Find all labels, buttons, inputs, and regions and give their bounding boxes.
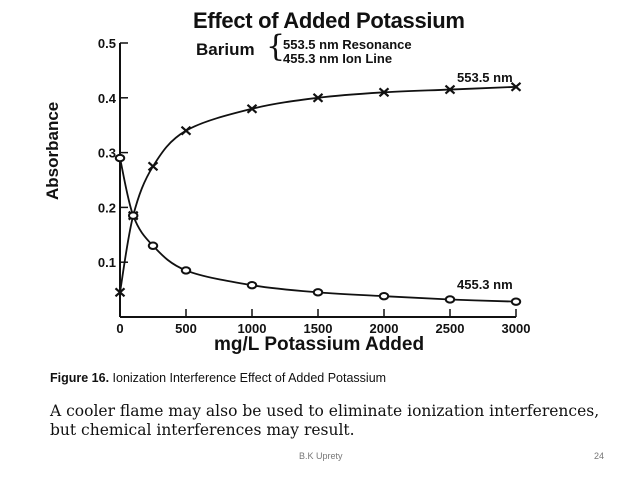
x-marker-stroke (147, 161, 159, 172)
y-tick-label: 0.5 (98, 36, 116, 51)
chart-curves (119, 85, 517, 303)
o-marker (378, 291, 390, 301)
x-tick-label: 1000 (238, 321, 267, 336)
figure-caption-label: Figure 16. (50, 371, 110, 385)
x-tick-label: 500 (175, 321, 197, 336)
x-marker (378, 87, 390, 98)
legend-line-ion: 455.3 nm Ion Line (283, 51, 393, 66)
x-tick-label: 2000 (370, 321, 399, 336)
o-marker (312, 288, 324, 297)
y-tick-label: 0.3 (98, 146, 116, 161)
legend-element-name: Barium (196, 40, 255, 59)
x-marker (147, 161, 159, 172)
x-marker-stroke (114, 287, 126, 298)
body-text: A cooler flame may also be used to elimi… (50, 402, 600, 439)
y-tick-label: 0.2 (98, 200, 116, 215)
series-label-553: 553.5 nm (457, 70, 513, 85)
x-marker (312, 92, 324, 103)
x-marker (510, 82, 522, 92)
o-marker (147, 241, 159, 250)
chart-title: Effect of Added Potassium (193, 8, 465, 33)
y-tick-label: 0.1 (98, 255, 116, 270)
legend-line-resonance: 553.5 nm Resonance (283, 37, 412, 52)
x-marker-stroke (510, 82, 522, 92)
y-tick-label: 0.4 (98, 91, 117, 106)
o-marker (510, 297, 522, 306)
chart-markers (114, 82, 522, 306)
x-marker-stroke (378, 87, 390, 98)
x-marker-stroke (180, 125, 192, 136)
x-axis-label: mg/L Potassium Added (214, 334, 425, 355)
o-marker (114, 153, 126, 163)
footer-author: B.K Uprety (299, 451, 343, 461)
x-marker-stroke (246, 103, 258, 114)
x-marker-stroke (444, 84, 456, 95)
x-marker (444, 84, 456, 95)
figure-caption-text: Ionization Interference Effect of Added … (109, 371, 387, 385)
o-marker (180, 266, 192, 275)
x-tick-label: 2500 (436, 321, 465, 336)
o-marker (444, 295, 456, 304)
x-tick-label: 1500 (304, 321, 333, 336)
chart-axes: 0.1 0.2 0.3 0.4 0.5 0 500 1000 1500 2000 2500 3000 (98, 36, 531, 336)
figure-caption: Figure 16. Ionization Interference Effec… (50, 371, 386, 385)
series-label-455: 455.3 nm (457, 277, 513, 292)
x-marker (246, 103, 258, 114)
legend-brace: { (266, 29, 286, 64)
legend-lines: 553.5 nm Resonance 455.3 nm Ion Line (283, 38, 412, 66)
x-marker-stroke (312, 92, 324, 103)
x-tick-label: 3000 (502, 321, 531, 336)
o-marker (128, 211, 139, 220)
x-marker (114, 287, 126, 298)
y-axis-label: Absorbance (43, 101, 62, 200)
x-tick-label: 0 (116, 321, 123, 336)
o-marker (246, 281, 258, 290)
footer-page-number: 24 (594, 451, 605, 461)
x-marker (180, 125, 192, 136)
series-line (119, 85, 517, 293)
